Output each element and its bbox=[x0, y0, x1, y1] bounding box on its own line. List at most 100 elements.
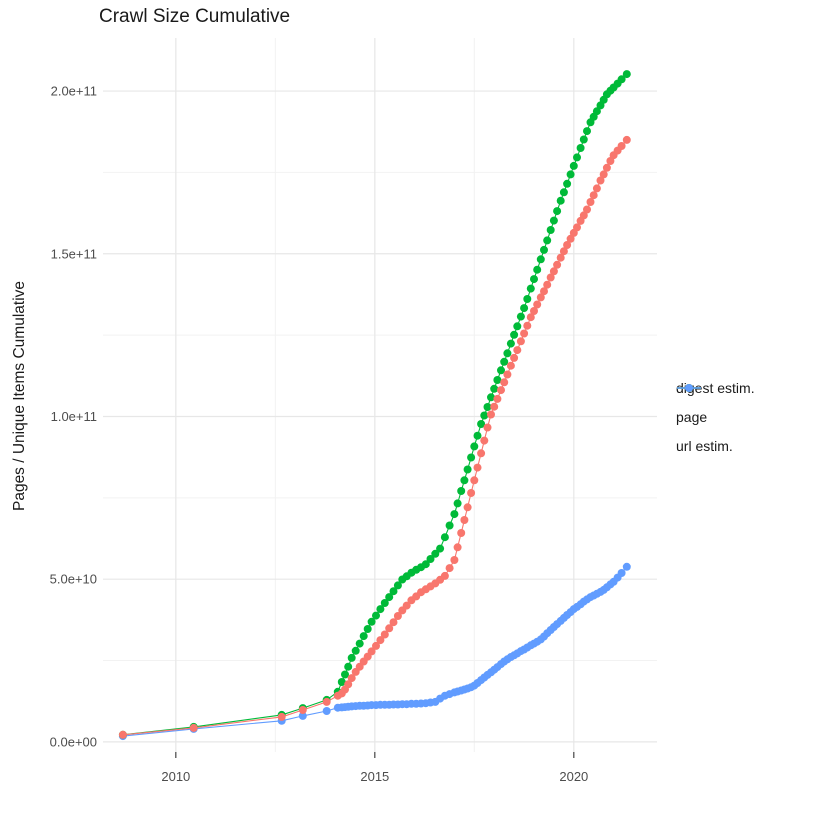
data-point bbox=[500, 378, 509, 387]
data-point bbox=[440, 571, 449, 580]
data-point bbox=[563, 179, 572, 188]
data-point bbox=[579, 211, 588, 220]
data-point bbox=[530, 275, 538, 284]
series-url-estim- bbox=[118, 562, 631, 741]
legend-key-icon bbox=[677, 384, 701, 392]
data-point bbox=[503, 370, 512, 379]
data-point bbox=[536, 293, 545, 302]
data-point bbox=[440, 533, 449, 542]
data-point bbox=[622, 70, 631, 79]
data-point bbox=[470, 442, 479, 451]
data-point bbox=[480, 436, 489, 445]
data-point bbox=[510, 353, 519, 362]
data-point bbox=[513, 322, 522, 331]
data-point bbox=[431, 549, 440, 558]
data-point bbox=[467, 453, 476, 462]
data-point bbox=[536, 255, 545, 264]
data-point bbox=[617, 569, 626, 577]
data-point bbox=[533, 265, 542, 274]
legend-label: page bbox=[676, 409, 708, 425]
data-point bbox=[470, 476, 479, 485]
data-point bbox=[393, 581, 402, 590]
data-point bbox=[341, 670, 349, 679]
data-point bbox=[540, 287, 548, 296]
data-point bbox=[516, 337, 525, 346]
data-point bbox=[589, 191, 598, 200]
data-point bbox=[337, 678, 346, 686]
y-tick-label: 2.0e+11 bbox=[51, 84, 97, 99]
data-point bbox=[549, 267, 558, 276]
data-point bbox=[549, 216, 558, 225]
data-point bbox=[389, 587, 398, 596]
data-point bbox=[463, 503, 472, 512]
data-point bbox=[566, 234, 575, 243]
data-point bbox=[277, 712, 286, 721]
data-point bbox=[617, 142, 626, 150]
data-point bbox=[602, 163, 611, 172]
data-point bbox=[467, 489, 476, 497]
data-point bbox=[487, 393, 495, 402]
data-point bbox=[586, 198, 595, 206]
data-point bbox=[543, 280, 552, 289]
data-point bbox=[583, 127, 591, 136]
data-point bbox=[426, 555, 435, 563]
data-point bbox=[576, 144, 585, 152]
data-point bbox=[569, 161, 578, 170]
series-page bbox=[118, 70, 631, 739]
data-point bbox=[617, 75, 626, 84]
data-point bbox=[421, 560, 430, 569]
data-point bbox=[497, 366, 505, 375]
data-point bbox=[490, 384, 499, 393]
data-point bbox=[477, 420, 486, 428]
data-point bbox=[402, 601, 411, 610]
data-point bbox=[445, 521, 454, 530]
data-point bbox=[344, 662, 353, 671]
data-point bbox=[457, 529, 466, 537]
legend-item-url-estim-: url estim. bbox=[676, 384, 755, 454]
data-point bbox=[553, 207, 562, 216]
data-point bbox=[385, 593, 394, 602]
data-point bbox=[385, 624, 394, 633]
data-point bbox=[298, 706, 307, 714]
data-point bbox=[592, 184, 601, 193]
data-point bbox=[523, 321, 532, 330]
y-tick-label: 5.0e+10 bbox=[50, 572, 97, 587]
data-point bbox=[473, 463, 482, 472]
data-point bbox=[526, 284, 535, 293]
data-point bbox=[376, 636, 385, 645]
data-point bbox=[363, 625, 372, 633]
data-point bbox=[380, 599, 389, 607]
data-point bbox=[490, 402, 499, 411]
data-point bbox=[344, 680, 353, 689]
data-point bbox=[389, 618, 398, 627]
data-point bbox=[372, 611, 380, 620]
y-tick-label: 1.5e+11 bbox=[51, 246, 97, 261]
data-point bbox=[559, 188, 568, 197]
x-tick-label: 2020 bbox=[559, 769, 588, 784]
data-point bbox=[347, 653, 356, 662]
data-point bbox=[372, 641, 380, 650]
data-point bbox=[573, 223, 581, 232]
data-point bbox=[510, 330, 519, 339]
data-point bbox=[480, 411, 489, 420]
data-point bbox=[189, 723, 198, 732]
data-point bbox=[599, 170, 608, 179]
data-point bbox=[573, 153, 581, 162]
data-point bbox=[460, 476, 469, 485]
data-point bbox=[359, 632, 368, 641]
data-point bbox=[506, 339, 515, 348]
data-point bbox=[393, 612, 402, 620]
data-point bbox=[298, 711, 307, 720]
data-point bbox=[592, 107, 601, 116]
data-point bbox=[523, 295, 532, 303]
chart-title: Crawl Size Cumulative bbox=[99, 6, 291, 27]
data-point bbox=[500, 357, 509, 366]
data-point bbox=[477, 449, 486, 458]
data-point bbox=[118, 730, 127, 739]
legend-item-page: page bbox=[676, 384, 755, 425]
x-tick-label: 2010 bbox=[161, 769, 190, 784]
data-point bbox=[453, 499, 462, 508]
data-point bbox=[376, 605, 385, 614]
data-point bbox=[457, 487, 466, 495]
